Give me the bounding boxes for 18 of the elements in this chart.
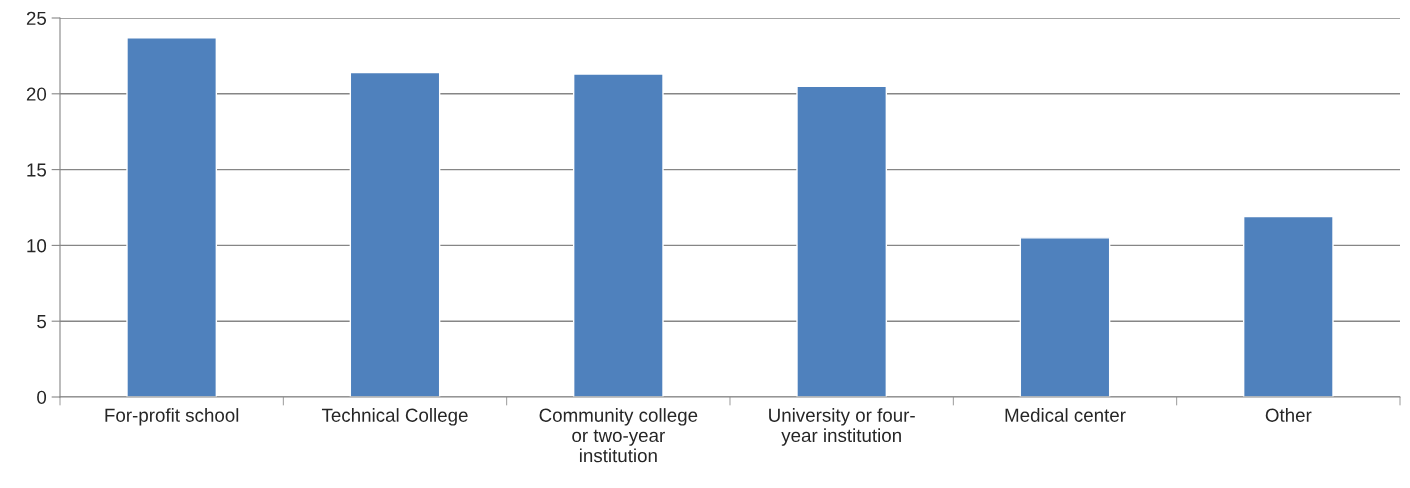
bar	[349, 71, 441, 397]
bar	[1019, 237, 1111, 397]
bar	[1242, 215, 1334, 397]
x-tick-label: University or four-year institution	[769, 408, 915, 446]
bar	[126, 37, 218, 397]
bar	[572, 73, 664, 397]
y-tick-label: 25	[26, 11, 47, 25]
x-tick-label: For-profit school	[105, 408, 239, 426]
bar	[796, 85, 888, 397]
x-tick-label: Technical College	[321, 408, 468, 426]
y-tick-label: 0	[37, 390, 47, 404]
x-tick-label: Community college or two-year institution	[539, 408, 698, 463]
y-tick-label: 10	[27, 239, 47, 253]
y-tick-label: 20	[26, 87, 47, 101]
y-tick-label: 5	[37, 315, 47, 329]
x-tick-label: Other	[1265, 408, 1312, 422]
x-tick-label: Medical center	[1005, 408, 1126, 422]
y-tick-label: 15	[27, 163, 47, 177]
